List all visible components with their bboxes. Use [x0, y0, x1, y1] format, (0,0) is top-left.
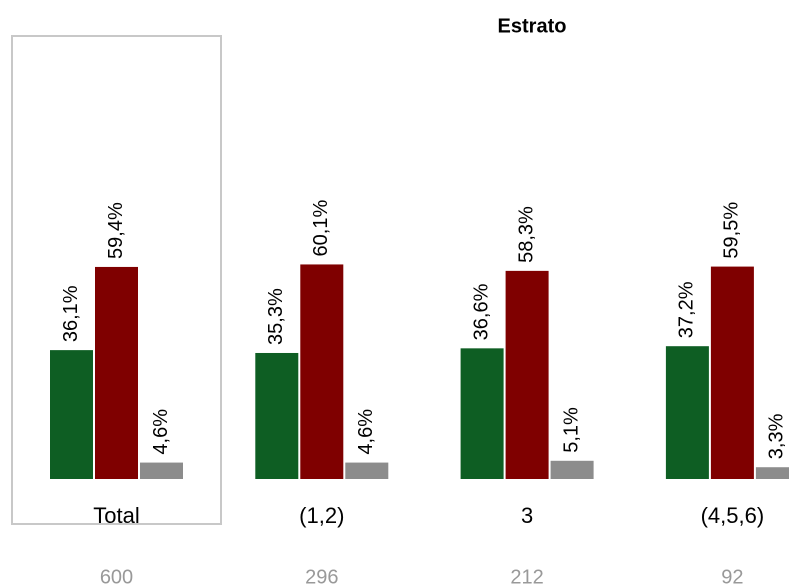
count-label: 296: [305, 566, 338, 587]
value-label: 36,6%: [470, 283, 492, 340]
value-label: 36,1%: [60, 285, 82, 342]
chart-title: Estrato: [498, 15, 567, 37]
value-label: 59,4%: [105, 202, 127, 259]
bar: [460, 348, 504, 479]
bar: [50, 350, 93, 479]
count-label: 92: [721, 566, 743, 587]
value-label: 5,1%: [560, 407, 582, 453]
bar: [505, 270, 549, 479]
value-label: 4,6%: [355, 409, 377, 455]
value-label: 4,6%: [150, 409, 172, 455]
bar: [345, 462, 389, 479]
bar: [710, 266, 754, 479]
bar: [255, 352, 299, 479]
x-tick-label: 3: [521, 503, 533, 528]
value-label: 59,5%: [721, 202, 743, 259]
value-label: 35,3%: [265, 288, 287, 345]
bar: [550, 460, 594, 479]
value-label: 60,1%: [310, 200, 332, 257]
total-frame: [11, 35, 222, 525]
bar: [665, 346, 709, 479]
count-label: 212: [510, 566, 543, 587]
bar: [95, 266, 138, 479]
bar: [755, 467, 789, 479]
x-tick-label: (4,5,6): [701, 503, 765, 528]
value-label: 3,3%: [766, 413, 788, 459]
value-label: 37,2%: [676, 281, 698, 338]
bar: [300, 264, 344, 479]
x-tick-label: Total: [93, 503, 139, 528]
x-tick-label: (1,2): [299, 503, 344, 528]
count-label: 600: [100, 566, 133, 587]
bar: [140, 462, 183, 479]
value-label: 58,3%: [515, 206, 537, 263]
